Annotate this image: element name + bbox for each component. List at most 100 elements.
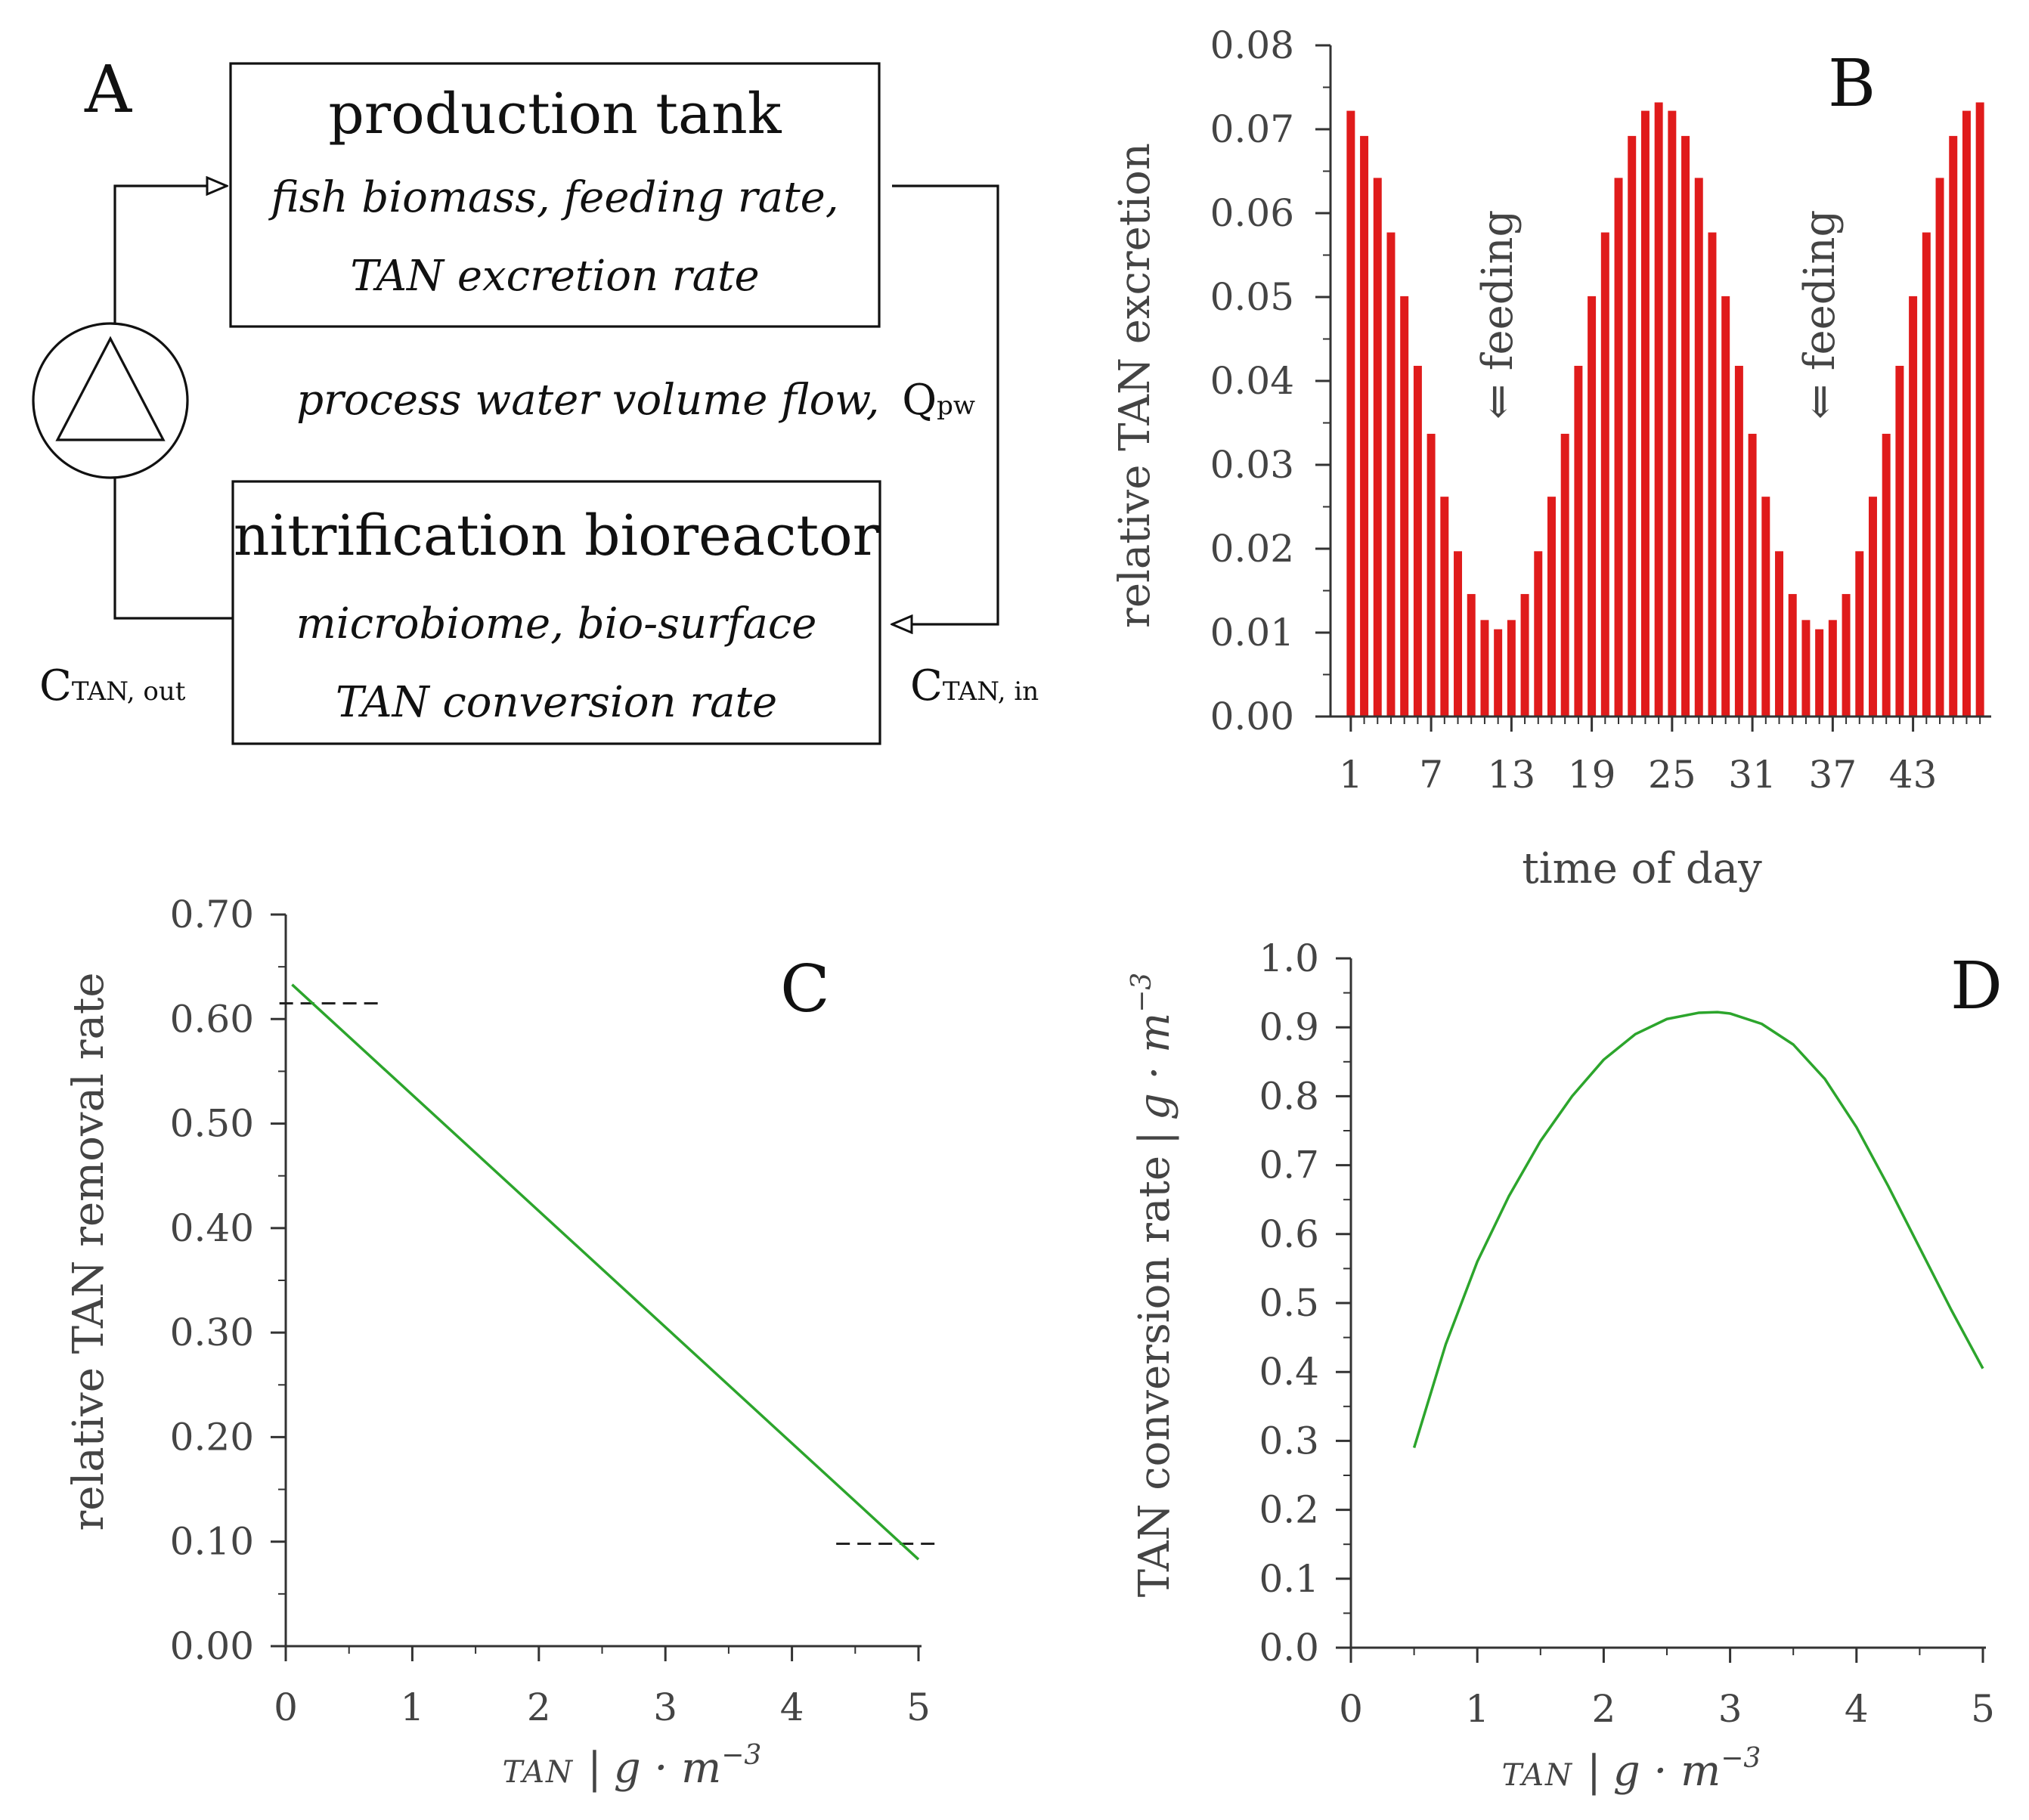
bar-42 (1895, 366, 1904, 717)
bar-11 (1480, 620, 1489, 717)
bar-45 (1935, 178, 1944, 717)
chart-b-x-tick-label: 19 (1568, 753, 1616, 797)
chart-c-x-tick-label: 2 (527, 1685, 551, 1729)
chart-b-y-tick-label: 0.04 (1210, 359, 1294, 403)
feeding-annotation-2: ⇐ feeding (1795, 210, 1845, 419)
bar-1 (1346, 110, 1355, 717)
chart-c-y-tick-label: 0.00 (170, 1624, 254, 1668)
bar-32 (1761, 497, 1770, 717)
bar-35 (1801, 620, 1811, 717)
bar-47 (1962, 110, 1971, 717)
production-tank-line2: TAN excretion rate (350, 252, 759, 301)
c-tan-in-label: CTAN, in (910, 661, 1039, 710)
chart-d-y-tick-label: 1.0 (1259, 936, 1319, 980)
bar-4 (1386, 232, 1396, 717)
chart-d-x-tick-label: 3 (1718, 1687, 1742, 1731)
feeding-annotation-1: ⇐ feeding (1473, 210, 1523, 419)
chart-c-y-tick-label: 0.10 (170, 1520, 254, 1564)
chart-d-x-tick-label: 0 (1339, 1687, 1363, 1731)
chart-b-y-tick-label: 0.06 (1210, 191, 1294, 235)
flow-line-pump-to-tank (113, 186, 227, 323)
bar-8 (1440, 497, 1449, 717)
c-tan-out-label: CTAN, out (39, 661, 186, 710)
flow-line-tank-to-reactor (892, 184, 999, 624)
bar-38 (1842, 593, 1851, 717)
bar-10 (1467, 593, 1476, 717)
bar-48 (1975, 102, 1984, 717)
bioreactor-line1: microbiome, bio-surface (296, 599, 817, 648)
chart-d-y-tick-label: 0.1 (1259, 1557, 1319, 1601)
bar-23 (1640, 110, 1650, 717)
chart-d-x-tick-label: 4 (1845, 1687, 1869, 1731)
chart-c-x-tick-label: 1 (400, 1685, 424, 1729)
chart-d-x-tick-label: 1 (1465, 1687, 1489, 1731)
panel-label-a: A (84, 52, 132, 128)
bar-24 (1654, 102, 1663, 717)
bar-16 (1547, 497, 1556, 717)
bar-44 (1922, 232, 1931, 717)
chart-b-x-tick-label: 31 (1728, 753, 1777, 797)
chart-b-y-tick-label: 0.02 (1210, 527, 1294, 571)
bar-39 (1855, 551, 1864, 717)
chart-d-y-tick-label: 0.7 (1259, 1144, 1319, 1187)
bar-28 (1708, 232, 1717, 717)
chart-c-y-tick-label: 0.20 (170, 1415, 254, 1459)
chart-d-y-tick-label: 0.3 (1259, 1419, 1319, 1462)
bar-33 (1775, 551, 1784, 717)
bar-26 (1681, 135, 1690, 717)
pump-icon (32, 322, 189, 479)
chart-c-y-axis-title: relative TAN removal rate (64, 973, 113, 1531)
chart-b-y-tick-label: 0.01 (1210, 611, 1294, 655)
chart-b-x-tick-label: 37 (1809, 753, 1857, 797)
chart-d-y-tick-label: 0.2 (1259, 1488, 1319, 1532)
flow-label: process water volume flow, Qpw (296, 376, 975, 425)
bar-34 (1788, 593, 1797, 717)
bar-41 (1882, 433, 1891, 717)
chart-b-y-tick-label: 0.05 (1210, 275, 1294, 319)
chart-d-y-tick-label: 0.6 (1259, 1212, 1319, 1256)
chart-c-x-tick-label: 3 (653, 1685, 677, 1729)
chart-d-x-axis-title: TAN | g · m−3 (1502, 1743, 1761, 1796)
chart-b-x-tick-label: 25 (1648, 753, 1696, 797)
bar-3 (1373, 178, 1382, 717)
chart-c-y-tick-label: 0.70 (170, 893, 254, 936)
panel-label-d: D (1950, 949, 2003, 1024)
panel-d-chart: D 0.0 0.1 0.2 0.3 0.4 0.5 0.6 0.7 0.8 0.9 1.0 0 1 2 3 4… (1126, 936, 2003, 1796)
chart-c-y-tick-label: 0.40 (170, 1206, 254, 1250)
bar-12 (1494, 629, 1503, 717)
bar-7 (1426, 433, 1436, 717)
chart-b-x-tick-label: 1 (1339, 753, 1363, 797)
chart-d-y-axis-title: TAN conversion rate|g · m−3 (1126, 973, 1179, 1598)
panel-c-chart: C 0.00 0.10 0.20 0.30 0.40 0.50 0.60 0.70 0 1 2 3 4 5… (64, 893, 938, 1793)
bar-22 (1628, 135, 1637, 717)
bar-31 (1748, 433, 1757, 717)
chart-c-series-line (291, 983, 920, 1561)
chart-d-y-tick-label: 0.0 (1259, 1626, 1319, 1670)
bar-19 (1588, 296, 1597, 717)
chart-d-y-tick-label: 0.9 (1259, 1005, 1319, 1049)
chart-c-y-tick-label: 0.30 (170, 1311, 254, 1354)
bar-36 (1815, 629, 1824, 717)
bar-29 (1721, 296, 1730, 717)
chart-c-x-axis-title: TAN | g · m−3 (503, 1740, 762, 1793)
bar-20 (1600, 232, 1609, 717)
bar-15 (1534, 551, 1543, 717)
chart-c-y-tick-label: 0.60 (170, 997, 254, 1041)
chart-b-y-tick-label: 0.08 (1210, 23, 1294, 67)
bar-2 (1360, 135, 1369, 717)
chart-c-x-tick-label: 4 (780, 1685, 804, 1729)
flow-line-reactor-to-pump (113, 478, 233, 620)
production-tank-title: production tank (328, 82, 782, 147)
bar-17 (1560, 433, 1569, 717)
chart-d-x-tick-label: 2 (1591, 1687, 1615, 1731)
bar-43 (1909, 296, 1918, 717)
bar-25 (1668, 110, 1677, 717)
bar-5 (1400, 296, 1409, 717)
bar-21 (1614, 178, 1623, 717)
chart-b-y-tick-label: 0.00 (1210, 695, 1294, 738)
bar-13 (1507, 620, 1516, 717)
panel-label-c: C (780, 952, 830, 1027)
chart-c-x-tick-label: 0 (274, 1685, 298, 1729)
bar-27 (1694, 178, 1703, 717)
